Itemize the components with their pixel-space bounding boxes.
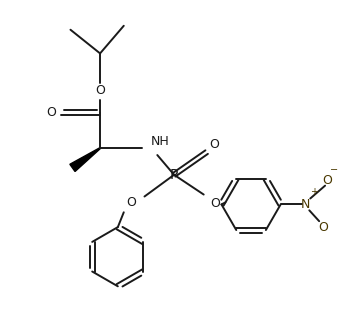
Text: O: O: [127, 196, 137, 209]
Text: P: P: [170, 168, 178, 182]
Text: O: O: [210, 138, 219, 151]
Text: O: O: [95, 85, 105, 97]
Text: O: O: [322, 174, 332, 187]
Text: O: O: [318, 221, 328, 234]
Text: N: N: [301, 198, 310, 211]
Text: O: O: [211, 197, 220, 210]
Polygon shape: [70, 148, 100, 172]
Text: +: +: [310, 188, 318, 197]
Text: −: −: [330, 165, 338, 175]
Text: O: O: [46, 106, 56, 119]
Text: NH: NH: [151, 135, 169, 148]
